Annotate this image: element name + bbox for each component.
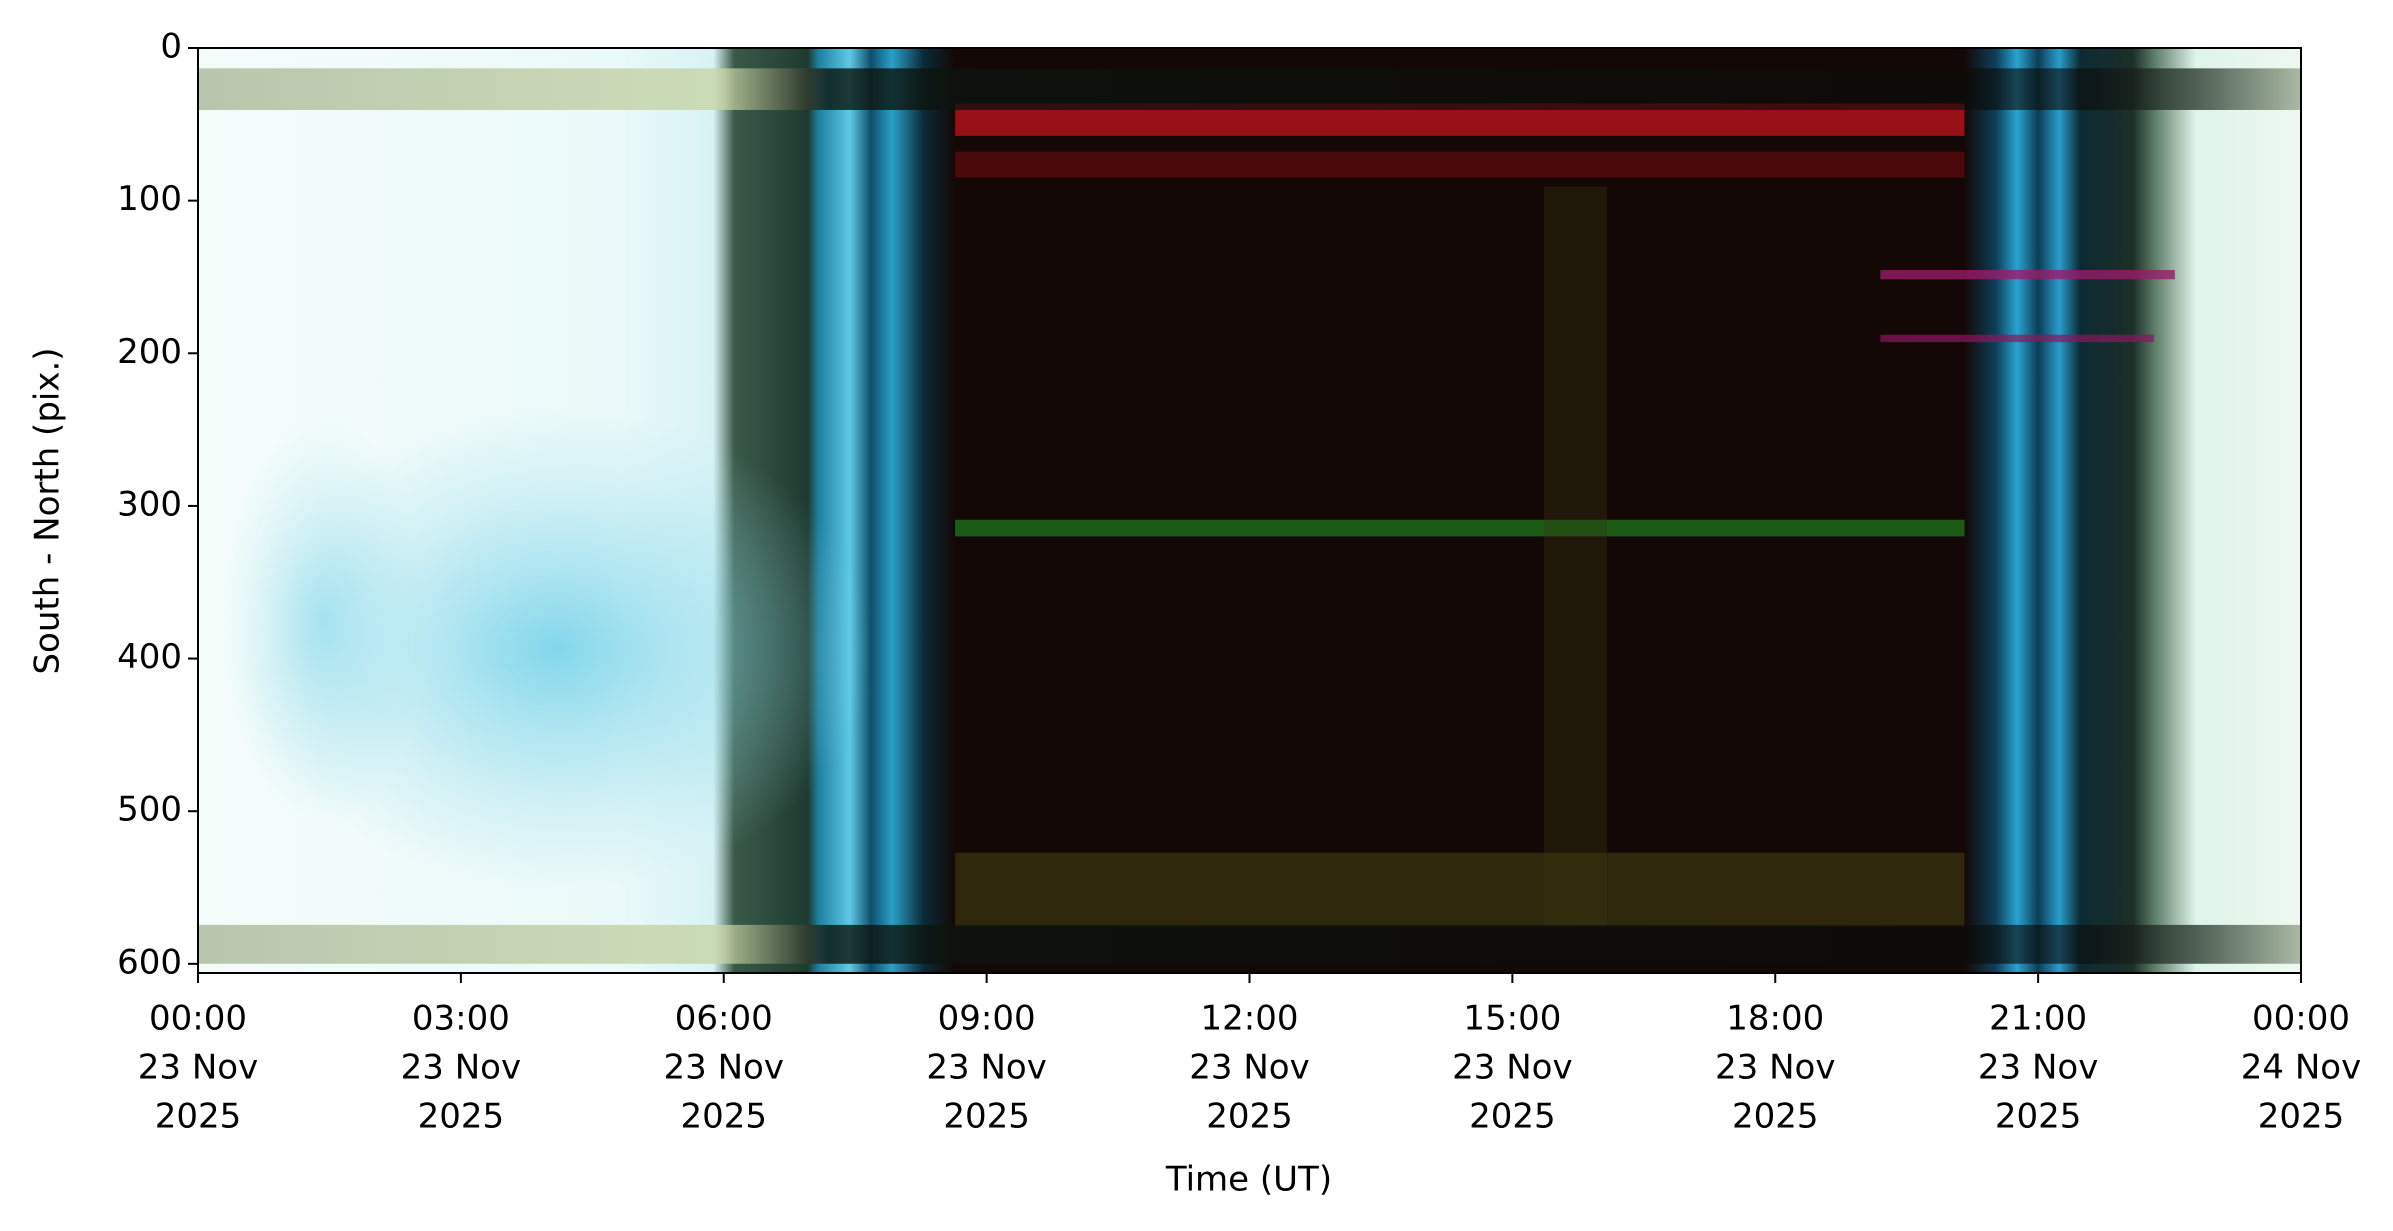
x-tick-label: 2025 — [1995, 1097, 2082, 1137]
x-tick-label: 23 Nov — [138, 1048, 258, 1088]
x-tick-label: 2025 — [155, 1097, 242, 1137]
x-axis-label: Time (UT) — [1165, 1160, 1332, 1200]
x-tick-label: 2025 — [1732, 1097, 1819, 1137]
x-tick-label: 21:00 — [1989, 999, 2087, 1039]
y-axis-label: South - North (pix.) — [28, 347, 68, 674]
y-tick-label: 0 — [160, 27, 182, 67]
y-tick-label: 100 — [117, 179, 182, 219]
x-tick-label: 06:00 — [675, 999, 773, 1039]
x-tick-label: 2025 — [1206, 1097, 1293, 1137]
x-tick-label: 2025 — [2258, 1097, 2345, 1137]
x-tick-label: 12:00 — [1201, 999, 1299, 1039]
y-tick-label: 400 — [117, 637, 182, 677]
keogram-image — [198, 48, 2301, 973]
x-tick-label: 23 Nov — [1978, 1048, 2098, 1088]
x-tick-label: 09:00 — [938, 999, 1036, 1039]
x-tick-label: 24 Nov — [2241, 1048, 2361, 1088]
x-tick-label: 23 Nov — [1715, 1048, 1835, 1088]
x-tick-label: 23 Nov — [664, 1048, 784, 1088]
y-tick-label: 200 — [117, 332, 182, 372]
x-tick-label: 15:00 — [1463, 999, 1561, 1039]
x-tick-label: 23 Nov — [401, 1048, 521, 1088]
x-tick-label: 00:00 — [149, 999, 247, 1039]
y-tick-label: 300 — [117, 484, 182, 524]
y-tick-label: 600 — [117, 942, 182, 982]
x-tick-label: 23 Nov — [1452, 1048, 1572, 1088]
x-tick-label: 2025 — [943, 1097, 1030, 1137]
x-tick-label: 23 Nov — [1189, 1048, 1309, 1088]
x-tick-label: 23 Nov — [926, 1048, 1046, 1088]
x-tick-label: 00:00 — [2252, 999, 2350, 1039]
x-tick-label: 03:00 — [412, 999, 510, 1039]
x-tick-label: 2025 — [1469, 1097, 1556, 1137]
x-tick-label: 18:00 — [1726, 999, 1824, 1039]
x-tick-label: 2025 — [418, 1097, 505, 1137]
x-tick-label: 2025 — [680, 1097, 767, 1137]
y-tick-label: 500 — [117, 790, 182, 830]
